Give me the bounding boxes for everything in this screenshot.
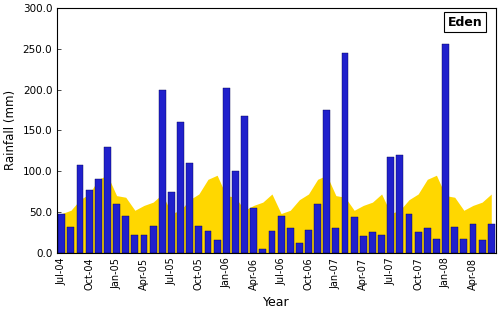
Bar	[95, 179, 102, 253]
Bar	[414, 232, 422, 253]
Bar	[388, 157, 394, 253]
Bar	[268, 231, 276, 253]
Bar	[241, 116, 248, 253]
Bar	[140, 235, 147, 253]
Bar	[132, 235, 138, 253]
Bar	[76, 166, 84, 253]
Bar	[104, 147, 111, 253]
Bar	[396, 155, 404, 253]
Bar	[442, 44, 449, 253]
Bar	[332, 228, 340, 253]
Bar	[488, 224, 494, 253]
Bar	[478, 240, 486, 253]
Bar	[122, 216, 129, 253]
Bar	[68, 227, 74, 253]
Bar	[186, 163, 193, 253]
Text: Eden: Eden	[448, 16, 482, 28]
Bar	[214, 240, 220, 253]
Bar	[324, 110, 330, 253]
Bar	[296, 243, 303, 253]
Bar	[342, 53, 348, 253]
Bar	[460, 239, 468, 253]
Bar	[287, 228, 294, 253]
Bar	[232, 171, 239, 253]
Bar	[150, 226, 156, 253]
Bar	[204, 231, 212, 253]
Bar	[168, 192, 175, 253]
Bar	[278, 216, 284, 253]
Bar	[196, 226, 202, 253]
Bar	[452, 227, 458, 253]
Bar	[369, 232, 376, 253]
Bar	[113, 204, 120, 253]
Bar	[314, 204, 321, 253]
Bar	[177, 122, 184, 253]
Bar	[433, 239, 440, 253]
Bar	[159, 90, 166, 253]
Bar	[470, 224, 476, 253]
Bar	[305, 230, 312, 253]
Bar	[360, 236, 367, 253]
Bar	[424, 228, 430, 253]
Bar	[406, 213, 412, 253]
Bar	[86, 190, 92, 253]
Bar	[250, 208, 257, 253]
Y-axis label: Rainfall (mm): Rainfall (mm)	[4, 90, 17, 171]
Bar	[378, 235, 385, 253]
Bar	[58, 214, 65, 253]
Bar	[260, 249, 266, 253]
Bar	[223, 88, 230, 253]
X-axis label: Year: Year	[263, 296, 290, 309]
Bar	[351, 217, 358, 253]
